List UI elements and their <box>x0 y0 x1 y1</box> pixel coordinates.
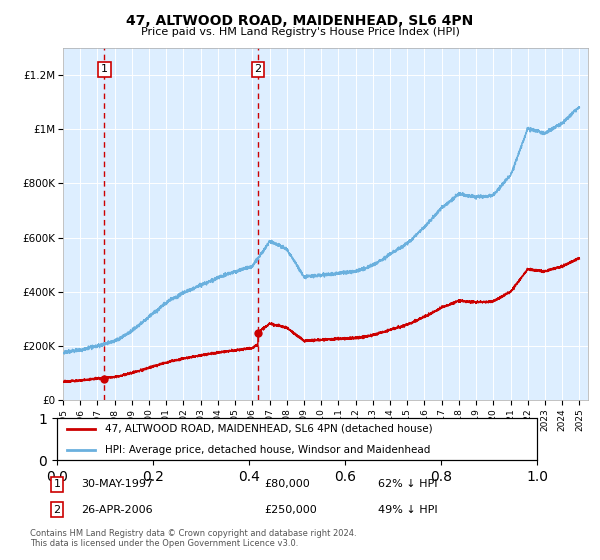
Text: 2: 2 <box>53 505 61 515</box>
Text: 1: 1 <box>53 479 61 489</box>
Text: £80,000: £80,000 <box>264 479 310 489</box>
Text: 2: 2 <box>254 64 262 74</box>
Text: 26-APR-2006: 26-APR-2006 <box>81 505 152 515</box>
Text: £250,000: £250,000 <box>264 505 317 515</box>
Text: This data is licensed under the Open Government Licence v3.0.: This data is licensed under the Open Gov… <box>30 539 298 548</box>
Text: 47, ALTWOOD ROAD, MAIDENHEAD, SL6 4PN (detached house): 47, ALTWOOD ROAD, MAIDENHEAD, SL6 4PN (d… <box>105 424 433 434</box>
Text: 30-MAY-1997: 30-MAY-1997 <box>81 479 153 489</box>
Text: 47, ALTWOOD ROAD, MAIDENHEAD, SL6 4PN: 47, ALTWOOD ROAD, MAIDENHEAD, SL6 4PN <box>127 14 473 28</box>
Text: 49% ↓ HPI: 49% ↓ HPI <box>378 505 437 515</box>
Text: Price paid vs. HM Land Registry's House Price Index (HPI): Price paid vs. HM Land Registry's House … <box>140 27 460 37</box>
Text: 1: 1 <box>101 64 108 74</box>
Text: HPI: Average price, detached house, Windsor and Maidenhead: HPI: Average price, detached house, Wind… <box>105 445 430 455</box>
Text: Contains HM Land Registry data © Crown copyright and database right 2024.: Contains HM Land Registry data © Crown c… <box>30 529 356 538</box>
Text: 62% ↓ HPI: 62% ↓ HPI <box>378 479 437 489</box>
